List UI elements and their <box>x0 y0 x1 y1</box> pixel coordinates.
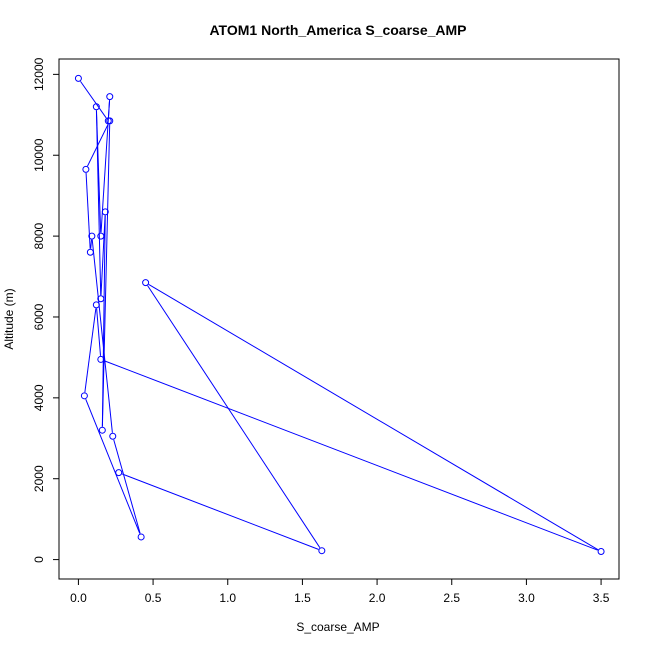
y-tick-label: 2000 <box>32 465 46 492</box>
data-point <box>106 93 114 101</box>
series-segment <box>84 308 97 393</box>
x-tick-label: 0.0 <box>70 591 87 605</box>
data-point <box>318 547 326 555</box>
series-segment <box>91 239 113 433</box>
series-segment <box>148 284 599 551</box>
series-layer <box>74 74 605 556</box>
series-segment <box>90 239 93 249</box>
x-tick-label: 2.0 <box>369 591 386 605</box>
data-point <box>106 117 114 125</box>
x-tick-label: 2.5 <box>443 591 460 605</box>
data-point <box>97 355 105 363</box>
x-tick-label: 3.5 <box>593 591 610 605</box>
x-tick-label: 1.5 <box>294 591 311 605</box>
y-axis: 0 2000 4000 6000 8000 10000 12000 <box>32 57 60 563</box>
series-segment <box>147 285 321 548</box>
data-point <box>88 232 96 240</box>
y-tick-label: 4000 <box>32 384 46 411</box>
chart-title: ATOM1 North_America S_coarse_AMP <box>209 22 466 38</box>
series-segment <box>100 215 106 296</box>
data-point <box>142 279 150 287</box>
y-tick-label: 8000 <box>32 222 46 249</box>
data-point <box>98 426 106 434</box>
data-point <box>101 208 109 216</box>
data-point <box>97 295 105 303</box>
data-point <box>74 74 82 82</box>
data-point <box>97 232 105 240</box>
y-tick-label: 0 <box>32 556 46 563</box>
data-point <box>92 103 100 111</box>
data-point <box>109 432 117 440</box>
y-tick-label: 12000 <box>32 57 46 91</box>
series-segment <box>101 124 111 427</box>
data-point <box>86 248 94 256</box>
x-tick-label: 0.5 <box>145 591 162 605</box>
series-segment <box>103 360 598 551</box>
data-point <box>82 165 90 173</box>
series-segment <box>121 473 319 550</box>
series-segment <box>95 110 102 296</box>
x-axis-label: S_coarse_AMP <box>296 620 379 634</box>
series-segment <box>85 172 91 249</box>
data-point <box>115 469 123 477</box>
y-axis-label: Altitude (m) <box>2 288 16 349</box>
x-tick-label: 1.0 <box>219 591 236 605</box>
data-point <box>137 533 145 541</box>
data-point <box>80 392 88 400</box>
series-segment <box>85 398 141 534</box>
series-segment <box>80 81 107 119</box>
data-point <box>92 301 100 309</box>
x-tick-label: 3.0 <box>518 591 535 605</box>
series-segment <box>87 123 109 167</box>
series-segment <box>96 308 102 356</box>
y-tick-label: 10000 <box>32 138 46 172</box>
series-segment <box>113 439 141 534</box>
plot-frame <box>58 58 620 580</box>
data-point <box>597 548 605 556</box>
x-axis: 0.0 0.5 1.0 1.5 2.0 2.5 3.0 3.5 <box>70 578 610 605</box>
y-tick-label: 6000 <box>32 303 46 330</box>
